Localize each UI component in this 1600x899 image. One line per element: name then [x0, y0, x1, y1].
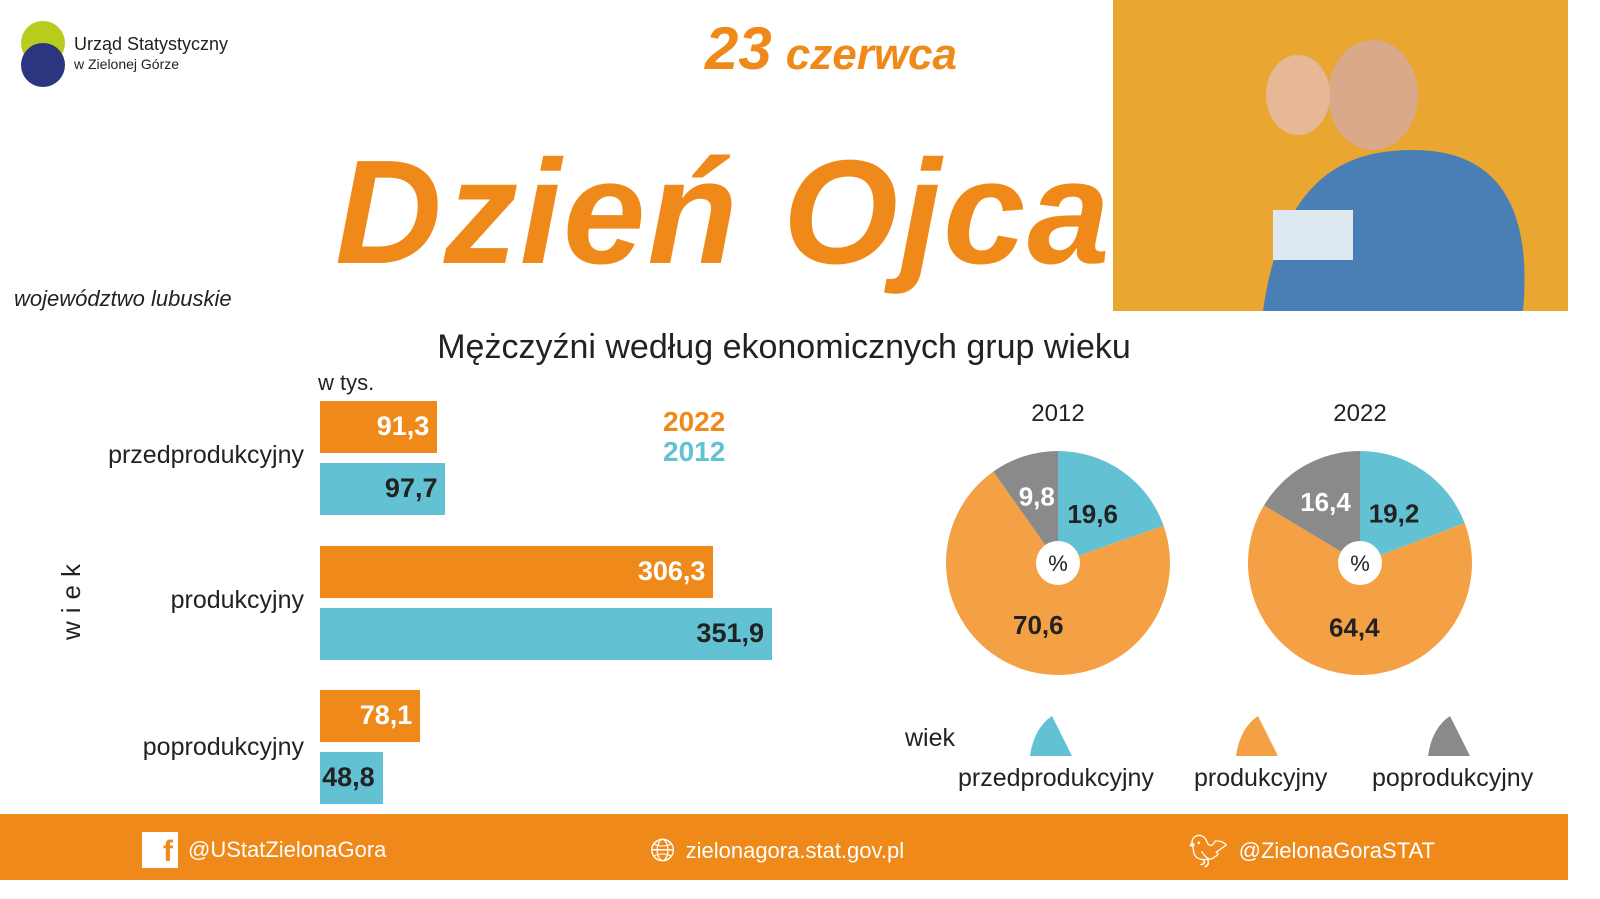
pie-title: 2012 — [1031, 400, 1085, 427]
pie-center — [1036, 541, 1080, 585]
bar-2022: 306,3 — [320, 546, 714, 598]
legend-swatch-produkcyjny — [1236, 716, 1278, 756]
date: 23 czerwca — [705, 15, 957, 82]
pie-label: 19,6 — [1067, 499, 1118, 529]
pie-unit: % — [1350, 551, 1370, 576]
bar-2022: 91,3 — [320, 401, 438, 453]
bar-2012: 351,9 — [320, 608, 772, 660]
page-title: Dzień Ojca — [335, 130, 1112, 295]
photo-father-son — [1113, 0, 1568, 311]
pie-label: 64,4 — [1329, 613, 1380, 643]
category-label: przedprodukcyjny — [108, 441, 304, 469]
pie-slice-przedprodukcyjny — [1360, 451, 1465, 563]
legend-2012: 2012 — [663, 436, 726, 467]
pie-slice-poprodukcyjny — [993, 451, 1058, 563]
facebook-link[interactable]: f @UStatZielonaGora — [142, 832, 386, 868]
pie-unit: % — [1048, 551, 1068, 576]
bar-label: 97,7 — [384, 473, 438, 503]
bar-2012: 48,8 — [320, 752, 383, 804]
bar-label: 351,9 — [696, 618, 764, 648]
pie-title: 2022 — [1333, 400, 1387, 427]
bar-2012: 97,7 — [320, 463, 446, 515]
pie-label: 16,4 — [1300, 487, 1351, 517]
legend-swatch-przedprodukcyjny — [1030, 716, 1072, 756]
facebook-icon: f — [142, 832, 178, 868]
pie-label: 9,8 — [1019, 481, 1055, 511]
pie-slice-przedprodukcyjny — [1058, 451, 1164, 563]
pie-legend-item: przedprodukcyjny — [958, 764, 1154, 792]
category-label: poprodukcyjny — [142, 733, 304, 761]
website-link[interactable]: 🌐︎ zielonagora.stat.gov.pl — [650, 832, 905, 868]
unit-label: w tys. — [318, 370, 375, 395]
bar-label: 48,8 — [322, 762, 375, 792]
footer: f @UStatZielonaGora 🌐︎ zielonagora.stat.go… — [0, 814, 1568, 880]
pie-legend-title: wiek — [905, 724, 956, 752]
pie-center — [1338, 541, 1382, 585]
bar-label: 91,3 — [376, 411, 430, 441]
pie-label: 19,2 — [1369, 499, 1420, 529]
pie-label: 70,6 — [1013, 610, 1064, 640]
pie-legend-item: poprodukcyjny — [1372, 764, 1534, 792]
legend-swatch-poprodukcyjny — [1428, 716, 1470, 756]
category-label: produkcyjny — [170, 586, 304, 614]
logo-line2: w Zielonej Górze — [74, 56, 180, 72]
legend-2022: 2022 — [663, 406, 726, 437]
bar-label: 306,3 — [637, 556, 706, 586]
bar-2022: 78,1 — [320, 690, 421, 742]
region: województwo lubuskie — [14, 286, 232, 311]
logo-line1: Urząd Statystyczny — [74, 34, 229, 54]
pie-slice-produkcyjny — [1248, 505, 1472, 675]
twitter-icon: 🐦︎ — [1188, 833, 1229, 869]
chart-title: Mężczyźni według ekonomicznych grup wiek… — [437, 328, 1131, 366]
pie-slice-poprodukcyjny — [1263, 451, 1360, 563]
globe-icon: 🌐︎ — [650, 832, 676, 868]
pie-legend-item: produkcyjny — [1194, 764, 1328, 792]
bar-label: 78,1 — [359, 700, 413, 730]
twitter-link[interactable]: 🐦︎ @ZielonaGoraSTAT — [1188, 833, 1435, 869]
logo-icon — [21, 21, 65, 87]
